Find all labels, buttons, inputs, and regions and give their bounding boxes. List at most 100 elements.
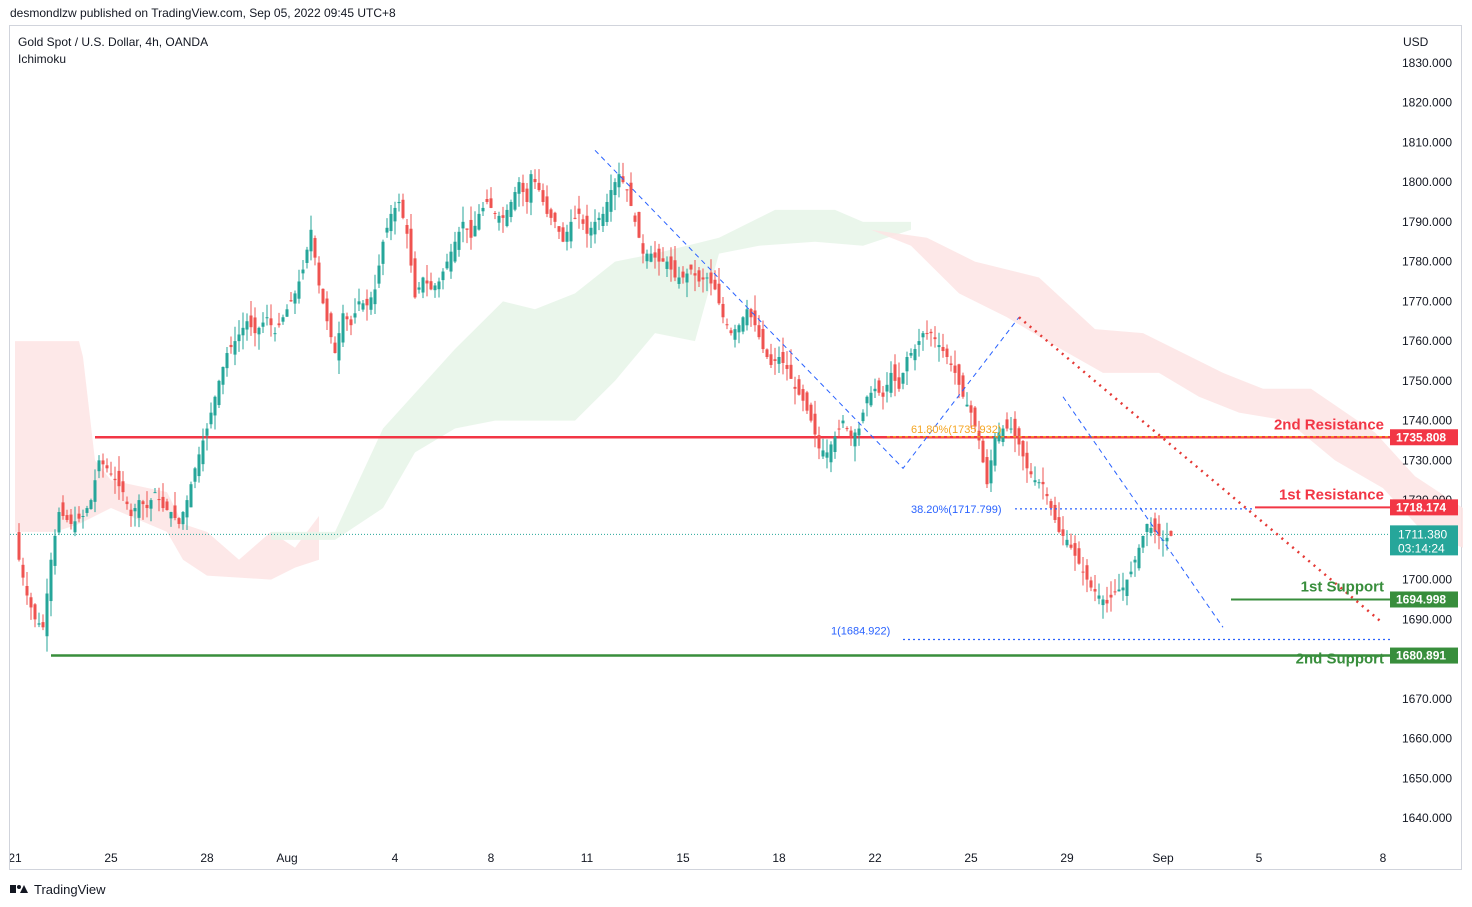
candle-body [505, 209, 509, 227]
candle-body [33, 604, 37, 620]
y-tick-label: 1660.000 [1402, 732, 1452, 746]
candle-body [701, 277, 705, 280]
second-support-label: 2nd Support [1296, 651, 1384, 668]
candle-body [917, 341, 921, 345]
first-support-label: 1st Support [1301, 578, 1384, 595]
candle-body [933, 337, 937, 340]
candle-body [585, 215, 589, 234]
y-tick-label: 1730.000 [1402, 453, 1452, 467]
y-tick-label: 1740.000 [1402, 414, 1452, 428]
x-tick-label: 22 [868, 851, 882, 865]
y-tick-label: 1830.000 [1402, 56, 1452, 70]
candle-body [141, 501, 145, 505]
candle-body [685, 273, 689, 283]
candle-body [1129, 571, 1133, 575]
candle-body [721, 303, 725, 318]
candle-body [1109, 594, 1113, 598]
candle-body [125, 501, 129, 505]
candle-body [469, 219, 473, 238]
price-chart[interactable]: 61.80%(1735.932) 38.20%(1717.799) 1(1684.9… [10, 26, 1463, 871]
candle-body [401, 199, 405, 218]
candle-body [433, 285, 437, 291]
candle-body [133, 508, 137, 512]
candle-body [413, 258, 417, 298]
candle-body [633, 215, 637, 222]
cloud-bear-right [871, 229, 1463, 548]
candle-body [853, 432, 857, 447]
candle-body [365, 298, 369, 306]
candle-body [841, 420, 845, 424]
publisher-line: desmondlzw published on TradingView.com,… [10, 6, 396, 20]
candle-body [57, 512, 61, 533]
candle-body [209, 412, 213, 425]
candle-body [989, 460, 993, 484]
candle-body [1093, 589, 1097, 592]
candle-body [557, 226, 561, 232]
candle-body [725, 324, 729, 326]
candle-body [1045, 493, 1049, 497]
candle-body [361, 303, 365, 310]
candle-body [205, 428, 209, 436]
candle-body [569, 221, 573, 242]
x-tick-label: 25 [964, 851, 978, 865]
tradingview-logo-icon [10, 883, 28, 895]
second-support-badge-bg [1390, 647, 1458, 664]
x-tick-label: Sep [1152, 851, 1174, 865]
candle-body [325, 298, 329, 322]
candle-body [1101, 599, 1105, 606]
current-price-badge-bg [1390, 525, 1458, 556]
candle-body [477, 213, 481, 230]
candle-body [1029, 471, 1033, 475]
candle-body [437, 281, 441, 290]
candle-body [537, 182, 541, 191]
y-tick-label: 1790.000 [1402, 215, 1452, 229]
candle-body [277, 323, 281, 326]
candle-body [1141, 535, 1145, 548]
candle-body [397, 201, 401, 204]
candle-body [873, 388, 877, 392]
candle-body [225, 353, 229, 369]
second-support-badge: 1680.891 [1396, 649, 1446, 663]
candle-body [833, 436, 837, 453]
candle-body [41, 622, 45, 628]
candle-body [973, 407, 977, 427]
y-tick-label: 1640.000 [1402, 811, 1452, 825]
candle-body [965, 404, 969, 407]
candle-body [601, 213, 605, 226]
candle-body [805, 392, 809, 411]
candle-body [697, 270, 701, 282]
candle-body [441, 271, 445, 281]
candle-body [241, 327, 245, 336]
candle-body [193, 468, 197, 482]
swing-leg-1 [594, 149, 1020, 470]
candle-body [757, 325, 761, 338]
candle-body [921, 333, 925, 338]
candle-body [1005, 419, 1009, 429]
candle-body [85, 508, 89, 513]
y-tick-label: 1800.000 [1402, 175, 1452, 189]
candle-body [533, 179, 537, 183]
candle-body [645, 253, 649, 262]
x-tick-label: Aug [276, 851, 297, 865]
candle-body [509, 201, 513, 218]
candle-body [861, 412, 865, 422]
candle-body [545, 196, 549, 214]
second-resistance-badge: 1735.808 [1396, 430, 1446, 444]
candle-body [641, 243, 645, 254]
y-tick-label: 1760.000 [1402, 334, 1452, 348]
candle-body [649, 253, 653, 262]
candle-body [773, 359, 777, 361]
candle-body [77, 513, 81, 519]
candle-body [1081, 571, 1085, 573]
candle-body [885, 384, 889, 392]
candle-body [845, 428, 849, 430]
candle-body [1121, 587, 1125, 591]
chart-title: Gold Spot / U.S. Dollar, 4h, OANDA [18, 35, 208, 49]
candle-body [997, 432, 1001, 442]
candle-body [313, 238, 317, 258]
candle-body [297, 281, 301, 299]
candle-body [465, 228, 469, 230]
footer: TradingView [10, 880, 106, 898]
x-tick-label: 21 [10, 851, 22, 865]
candle-body [1149, 527, 1153, 533]
